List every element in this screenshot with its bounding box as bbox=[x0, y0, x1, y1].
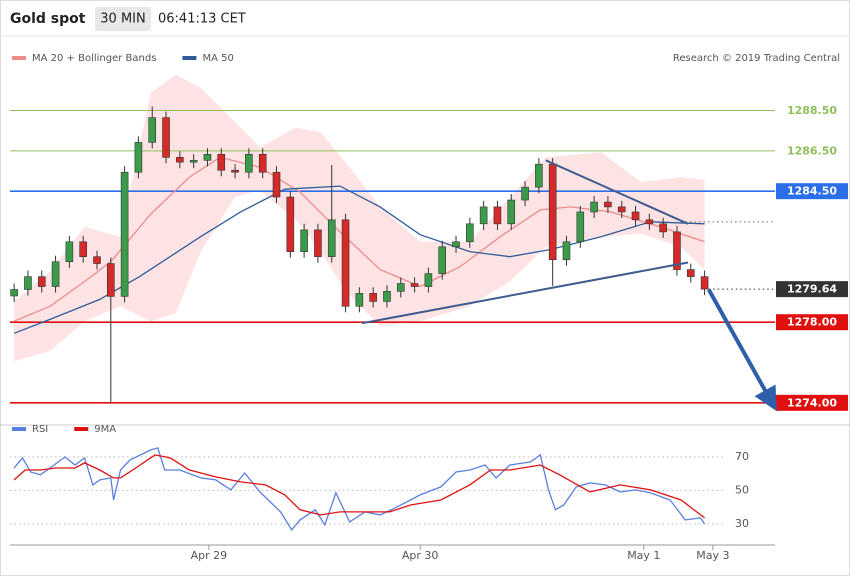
candle-body bbox=[341, 219, 350, 307]
candle-body bbox=[562, 241, 571, 261]
x-tick-label: May 1 bbox=[627, 549, 660, 562]
candle-body bbox=[79, 241, 87, 257]
x-tick-label: Apr 29 bbox=[191, 549, 228, 562]
candle-body bbox=[438, 246, 447, 274]
candle-body bbox=[631, 211, 640, 221]
candle-body bbox=[673, 231, 681, 270]
timestamp: 06:41:13 CET bbox=[158, 12, 246, 27]
series-line bbox=[13, 454, 705, 519]
candle-body bbox=[521, 186, 529, 201]
source: Research © 2019 Trading Central bbox=[673, 53, 840, 64]
price-level-label: 1278.00 bbox=[787, 316, 837, 329]
candle-body bbox=[507, 199, 516, 225]
candle-body bbox=[424, 273, 433, 287]
candle-body bbox=[10, 289, 18, 297]
legend-label: RSI bbox=[32, 424, 48, 435]
candle-body bbox=[659, 223, 667, 233]
legend-label: MA 20 + Bollinger Bands bbox=[32, 53, 156, 64]
price-level-label: 1279.64 bbox=[787, 283, 837, 296]
instrument-title: Gold spot bbox=[10, 11, 86, 27]
candle-body bbox=[51, 261, 60, 287]
candle-body bbox=[203, 153, 212, 161]
price-level-box bbox=[776, 281, 848, 298]
candle-body bbox=[535, 163, 543, 188]
candle-body bbox=[176, 157, 184, 163]
candle-body bbox=[148, 117, 157, 143]
trendline bbox=[545, 159, 689, 225]
x-tick-label: Apr 30 bbox=[402, 549, 439, 562]
candle-body bbox=[162, 117, 170, 158]
legend-label: 9MA bbox=[94, 424, 116, 435]
candle-body bbox=[383, 291, 391, 302]
price-level-box bbox=[776, 394, 848, 411]
price-level-label: 1274.00 bbox=[787, 396, 837, 409]
trendline bbox=[361, 261, 689, 325]
y-tick-label: 30 bbox=[735, 517, 749, 530]
candle-body bbox=[314, 229, 322, 257]
candle-body bbox=[576, 211, 585, 243]
series-line bbox=[13, 185, 705, 334]
candle-body bbox=[65, 241, 74, 263]
interval[interactable]: 30 MIN bbox=[100, 12, 145, 27]
price-level-label: 1286.50 bbox=[787, 144, 837, 157]
candle-body bbox=[686, 269, 695, 277]
candle-body bbox=[645, 219, 654, 225]
candle-body bbox=[396, 283, 405, 292]
candle-body bbox=[300, 229, 308, 252]
candle-body bbox=[327, 219, 336, 257]
projection-arrow bbox=[706, 288, 777, 412]
candle-body bbox=[493, 206, 502, 225]
candle-body bbox=[700, 276, 709, 290]
bollinger-band bbox=[14, 74, 705, 362]
price-level-label: 1284.50 bbox=[787, 185, 837, 198]
candle-body bbox=[452, 241, 460, 248]
candle-body bbox=[466, 223, 474, 243]
x-tick-label: May 3 bbox=[696, 549, 729, 562]
legend-swatch bbox=[182, 56, 197, 60]
legend-swatch bbox=[12, 427, 26, 431]
interval-box[interactable] bbox=[95, 7, 151, 31]
candle-body bbox=[217, 153, 226, 171]
candle-body bbox=[479, 206, 488, 225]
legend-swatch bbox=[74, 427, 89, 431]
price-level-box bbox=[776, 314, 848, 331]
candle-body bbox=[24, 276, 32, 290]
candle-body bbox=[604, 201, 612, 208]
y-tick-label: 70 bbox=[735, 450, 749, 463]
candle-body bbox=[231, 169, 239, 173]
candle-body bbox=[590, 201, 598, 213]
y-tick-label: 50 bbox=[735, 483, 749, 496]
legend-label: MA 50 bbox=[202, 53, 233, 64]
candle-body bbox=[355, 293, 364, 307]
candle-body bbox=[410, 283, 419, 287]
candle-body bbox=[120, 171, 129, 297]
candle-body bbox=[189, 160, 198, 163]
candle-body bbox=[286, 196, 295, 252]
candle-body bbox=[134, 142, 143, 173]
candle-body bbox=[107, 263, 115, 297]
price-level-box bbox=[776, 183, 848, 200]
candle-body bbox=[272, 171, 281, 198]
price-level-label: 1288.50 bbox=[787, 104, 837, 117]
candle-body bbox=[548, 163, 557, 261]
candle-body bbox=[369, 293, 377, 302]
candle-body bbox=[93, 256, 101, 264]
candle-body bbox=[245, 153, 253, 173]
candle-body bbox=[617, 206, 626, 213]
series-line bbox=[13, 447, 706, 532]
candle-body bbox=[37, 276, 46, 287]
candle-body bbox=[258, 153, 267, 173]
legend-swatch bbox=[12, 56, 26, 60]
